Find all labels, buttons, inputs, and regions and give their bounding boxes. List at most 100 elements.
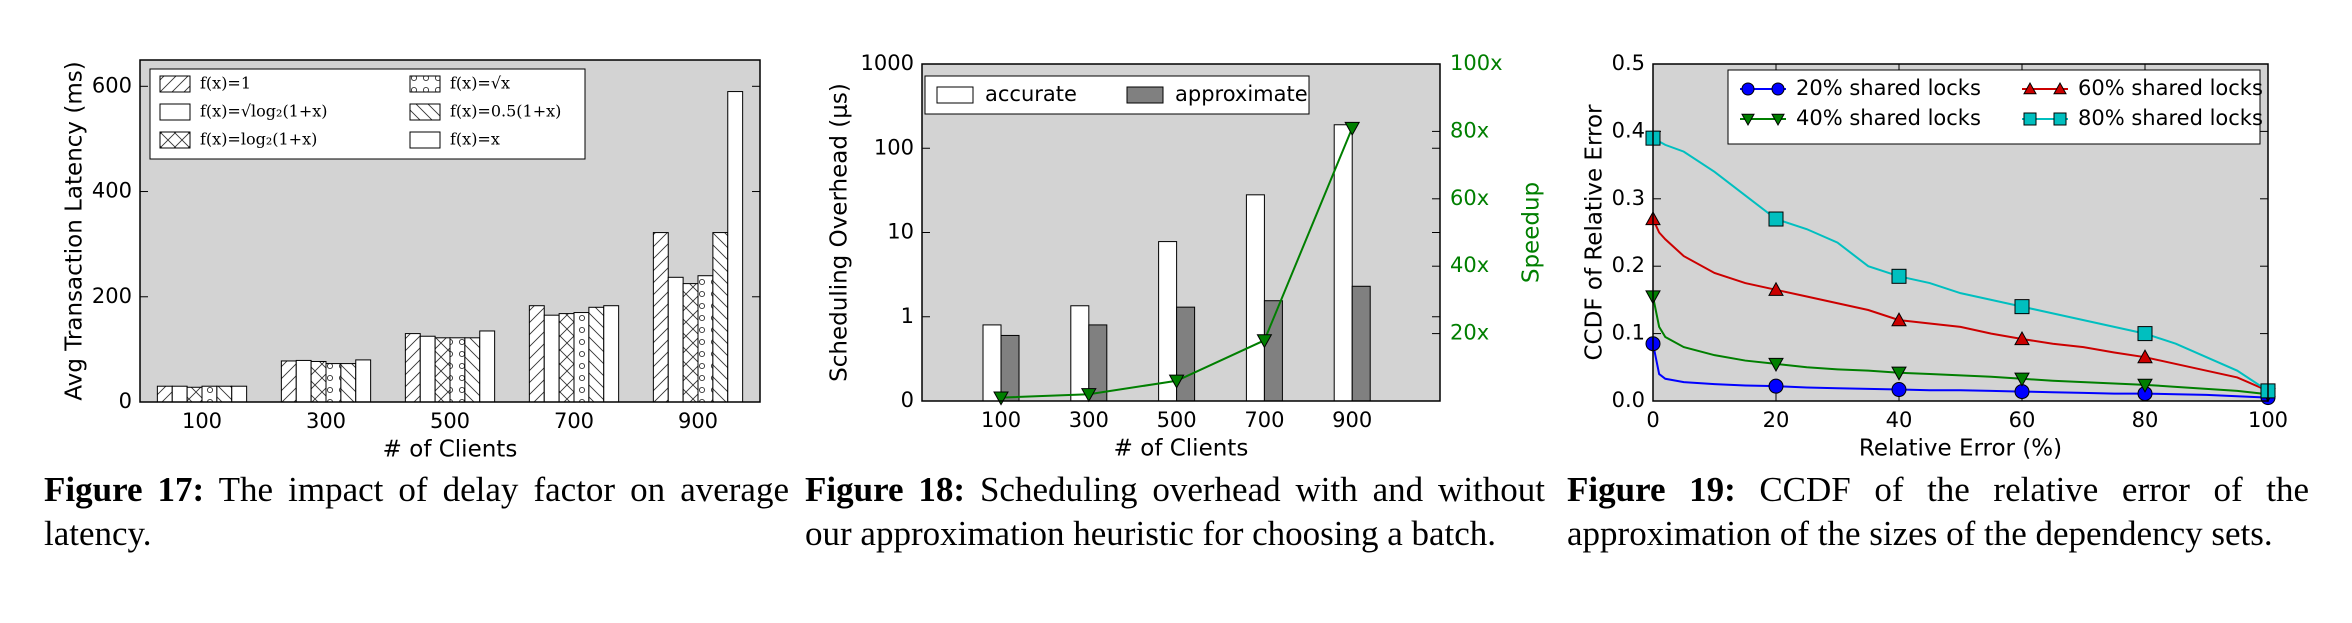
x-axis-label: Relative Error (%)	[1859, 436, 2062, 462]
marker	[2137, 378, 2153, 393]
marker	[1741, 113, 1755, 127]
legend-box	[924, 75, 1310, 115]
bar	[603, 305, 620, 403]
bar	[712, 232, 729, 403]
marker	[1344, 121, 1361, 137]
y-tick-label: 200	[92, 284, 132, 308]
legend-swatch	[1126, 86, 1164, 104]
legend-label: approximate	[1175, 82, 1308, 106]
legend-label: f(x)=1	[200, 74, 251, 93]
bar	[355, 359, 372, 403]
bar	[186, 386, 203, 403]
y-axis-label: Scheduling Overhead (μs)	[827, 83, 853, 382]
marker	[1768, 211, 1784, 227]
y-tick-label: 0.0	[1612, 388, 1645, 412]
bar	[280, 360, 297, 403]
caption-label: Figure 18:	[805, 470, 966, 509]
caption-text: Scheduling overhead with and without our…	[805, 470, 1546, 553]
x-tick-label: 900	[1332, 408, 1372, 432]
legend-label: f(x)=√x	[450, 74, 510, 93]
x-tick-label: 700	[1244, 408, 1284, 432]
marker	[1168, 374, 1185, 389]
bar	[479, 330, 496, 403]
marker	[1891, 312, 1907, 327]
x-tick-label: 0	[1646, 408, 1659, 432]
legend-label: f(x)=0.5(1+x)	[450, 102, 561, 121]
y-tick-label: 1	[901, 304, 914, 328]
x-tick-label: 300	[1069, 408, 1109, 432]
bar	[558, 313, 575, 403]
x-tick-label: 500	[430, 409, 470, 433]
caption-label: Figure 19:	[1567, 470, 1736, 509]
bar	[1351, 285, 1371, 402]
bar	[573, 312, 590, 403]
y-tick-label: 0.5	[1612, 51, 1645, 75]
marker	[2137, 349, 2153, 364]
x-tick-label: 300	[306, 409, 346, 433]
x-tick-label: 100	[2248, 408, 2288, 432]
marker	[993, 391, 1009, 406]
legend-label: f(x)=log₂(1+x)	[200, 130, 317, 149]
legend-swatch	[159, 131, 191, 149]
bar	[295, 359, 312, 403]
x-tick-label: 80	[2132, 408, 2159, 432]
legend-swatch	[159, 75, 191, 93]
x-tick-label: 60	[2009, 408, 2036, 432]
legend-label: f(x)=√log₂(1+x)	[200, 102, 328, 121]
bar	[697, 275, 714, 403]
y-tick-label: 0.1	[1612, 321, 1645, 345]
y-axis-label: CCDF of Relative Error	[1582, 104, 1608, 361]
y-tick-label: 0	[119, 389, 132, 413]
x-tick-label: 100	[182, 409, 222, 433]
y-tick-label: 0.4	[1612, 118, 1645, 142]
y-tick-label: 0.2	[1612, 253, 1645, 277]
y-tick-label: 10	[887, 220, 914, 244]
caption: Figure 19: CCDF of the relative error of…	[1567, 468, 2309, 556]
marker	[2053, 112, 2067, 126]
line	[1652, 137, 2269, 392]
bar	[156, 385, 173, 403]
marker	[1741, 82, 1755, 96]
x-tick-label: 500	[1157, 408, 1197, 432]
bar	[1263, 300, 1283, 402]
marker	[2014, 330, 2030, 346]
bar	[201, 385, 218, 403]
bar	[464, 337, 481, 403]
bar	[588, 306, 605, 403]
bar	[543, 314, 560, 403]
y-tick-label: 100	[874, 135, 914, 159]
marker	[1771, 113, 1785, 127]
bar	[1176, 306, 1196, 402]
marker	[2023, 81, 2037, 95]
caption-text: The impact of delay factor on average la…	[44, 470, 789, 553]
bar	[528, 305, 545, 403]
marker	[1256, 334, 1273, 349]
marker	[2014, 299, 2030, 315]
plot-frame	[139, 59, 761, 403]
bar	[667, 276, 684, 403]
legend-label: 60% shared locks	[2078, 76, 2263, 100]
bar	[682, 283, 699, 403]
bar	[652, 232, 669, 403]
bar	[404, 333, 421, 403]
y-tick-label: 0	[901, 388, 914, 412]
marker	[2023, 112, 2037, 126]
y2-tick-label: 60x	[1450, 186, 1489, 210]
marker	[1771, 82, 1785, 96]
caption-label: Figure 17:	[44, 470, 205, 509]
x-tick-label: 900	[678, 409, 718, 433]
legend-box	[149, 68, 586, 160]
x-axis-label: # of Clients	[1114, 436, 1249, 462]
y-axis-label: Avg Transaction Latency (ms)	[62, 61, 88, 400]
marker	[1768, 357, 1784, 372]
caption: Figure 18: Scheduling overhead with and …	[805, 468, 1545, 556]
legend-swatch	[409, 75, 441, 93]
bar	[434, 337, 451, 403]
legend-label: 40% shared locks	[1796, 106, 1981, 130]
marker	[1891, 268, 1907, 284]
bar	[982, 324, 1002, 402]
legend-label: 80% shared locks	[2078, 106, 2263, 130]
y-tick-label: 1000	[861, 51, 914, 75]
caption-text: CCDF of the relative error of the approx…	[1567, 470, 2309, 553]
